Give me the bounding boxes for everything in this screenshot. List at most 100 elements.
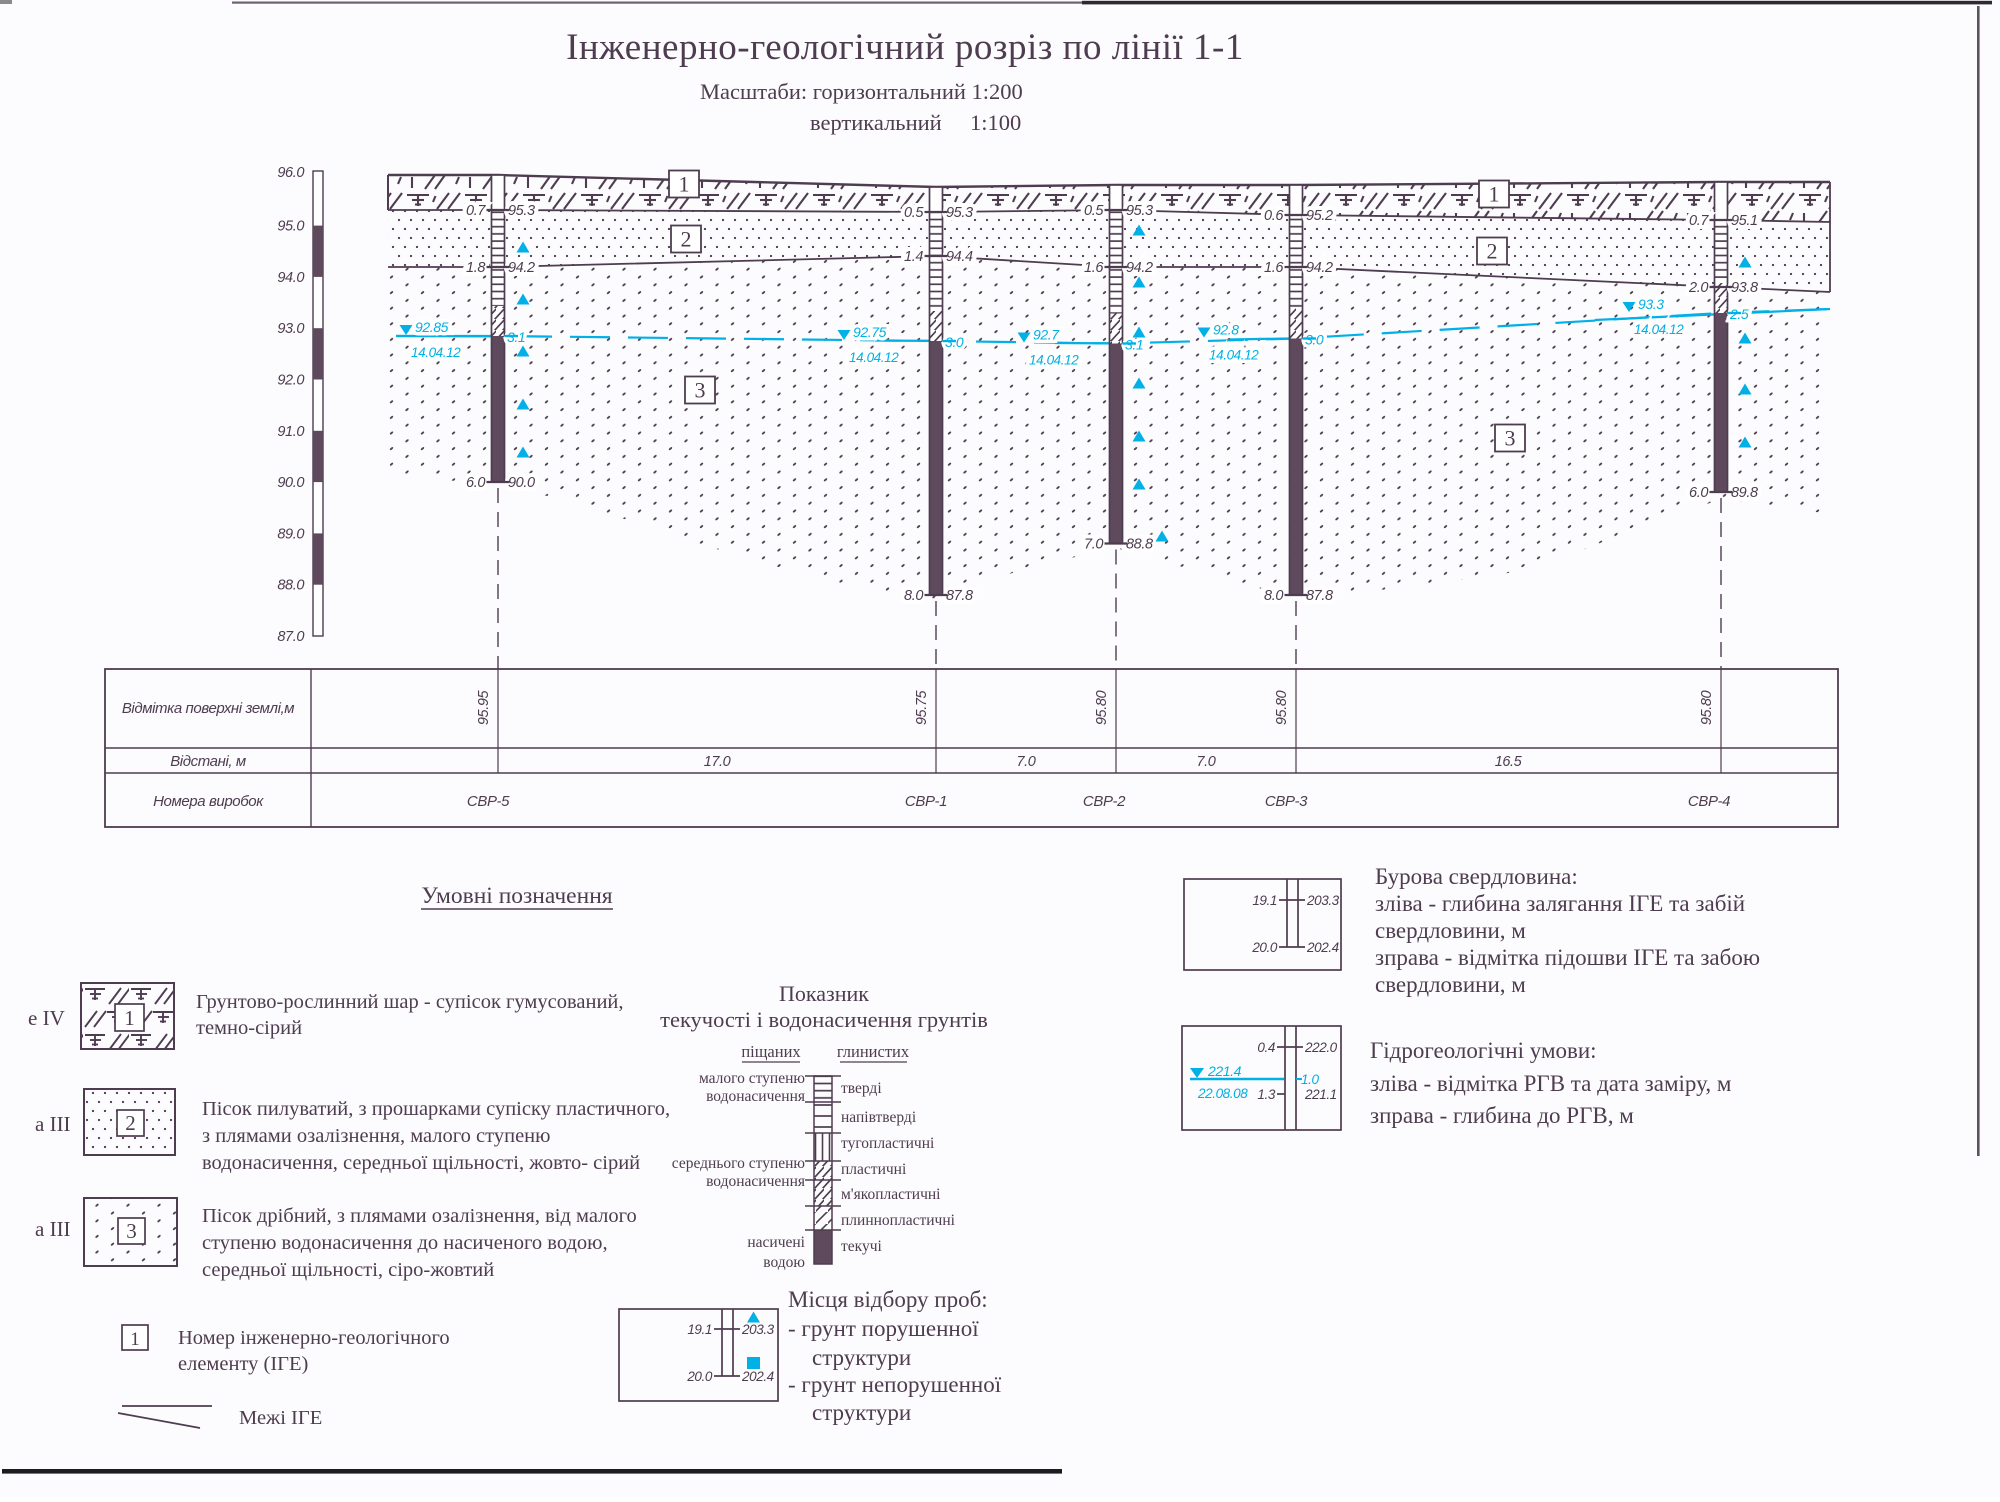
svg-text:піщаних: піщаних [741,1042,801,1061]
svg-text:87.8: 87.8 [1306,588,1333,604]
svg-text:90.0: 90.0 [277,475,304,491]
svg-text:- грунт порушенної: - грунт порушенної [788,1316,979,1341]
svg-text:89.8: 89.8 [1731,485,1758,501]
svg-text:92.8: 92.8 [1213,322,1239,338]
svg-text:92.0: 92.0 [277,373,304,389]
svg-text:СВР-2: СВР-2 [1083,793,1126,810]
svg-text:88.0: 88.0 [277,578,304,594]
svg-text:СВР-5: СВР-5 [467,793,510,810]
svg-text:87.8: 87.8 [946,588,973,604]
svg-text:1.8: 1.8 [466,260,485,276]
svg-text:0.7: 0.7 [1689,213,1709,229]
svg-text:93.8: 93.8 [1731,280,1758,296]
svg-text:зправа - глибина до РГВ, м: зправа - глибина до РГВ, м [1370,1103,1634,1128]
svg-text:Гідрогеологічні умови:: Гідрогеологічні умови: [1370,1038,1597,1063]
svg-text:14.04.12: 14.04.12 [411,345,461,360]
svg-text:насичені: насичені [747,1234,805,1251]
svg-text:95.1: 95.1 [1731,213,1758,229]
svg-text:20.0: 20.0 [686,1369,713,1384]
svg-text:221.1: 221.1 [1304,1087,1337,1102]
svg-text:СВР-1: СВР-1 [905,793,947,810]
svg-text:тверді: тверді [841,1080,882,1097]
svg-text:з плямами озалізнення, малого: з плямами озалізнення, малого ступеню [202,1125,550,1147]
svg-text:структури: структури [812,1345,911,1370]
svg-text:95.3: 95.3 [1126,203,1153,219]
svg-text:95.80: 95.80 [1274,691,1290,726]
svg-text:95.2: 95.2 [1306,208,1333,224]
svg-text:Грунтово-рослинний шар - супіс: Грунтово-рослинний шар - супісок гумусов… [196,991,624,1013]
svg-text:0.4: 0.4 [1257,1040,1275,1055]
svg-text:1: 1 [124,1006,135,1030]
svg-text:88.8: 88.8 [1126,537,1153,553]
svg-text:1.0: 1.0 [1301,1072,1319,1087]
svg-text:Умовні позначення: Умовні позначення [421,883,612,909]
svg-text:темно-сірий: темно-сірий [196,1017,302,1039]
svg-text:а III: а III [35,1112,71,1136]
svg-text:плиннопластичні: плиннопластичні [841,1212,956,1229]
svg-text:1.6: 1.6 [1264,260,1284,276]
svg-text:е IV: е IV [28,1006,65,1030]
svg-text:середньої щільності, сіро-жовт: середньої щільності, сіро-жовтий [202,1259,494,1281]
svg-text:зліва - відмітка РГВ та дата з: зліва - відмітка РГВ та дата заміру, м [1370,1071,1732,1096]
svg-text:тугопластичні: тугопластичні [841,1135,935,1152]
svg-text:95.80: 95.80 [1699,691,1715,726]
svg-text:свердловини, м: свердловини, м [1375,918,1526,943]
svg-text:2: 2 [125,1111,136,1135]
svg-text:1:100: 1:100 [970,110,1021,135]
svg-text:Пісок пилуватий, з прошарками: Пісок пилуватий, з прошарками супіску пл… [202,1098,670,1120]
svg-text:20.0: 20.0 [1251,940,1278,955]
svg-text:19.1: 19.1 [1252,893,1277,908]
svg-text:14.04.12: 14.04.12 [1634,322,1684,337]
svg-text:8.0: 8.0 [1264,588,1283,604]
svg-text:202.4: 202.4 [741,1369,774,1384]
svg-text:6.0: 6.0 [1689,485,1708,501]
svg-text:м'якопластичні: м'якопластичні [841,1186,941,1203]
svg-text:7.0: 7.0 [1197,754,1216,770]
svg-text:3: 3 [695,378,706,403]
svg-text:елементу (ІГЕ): елементу (ІГЕ) [178,1353,308,1375]
svg-text:14.04.12: 14.04.12 [1029,353,1079,368]
svg-text:8.0: 8.0 [904,588,923,604]
svg-text:зправа - відмітка підошви ІГЕ: зправа - відмітка підошви ІГЕ та забою [1375,945,1760,970]
svg-text:водонасичення, середньої щільн: водонасичення, середньої щільності, жовт… [202,1152,640,1174]
svg-text:текучості і водонасичення грун: текучості і водонасичення грунтів [660,1007,988,1032]
svg-text:пластичні: пластичні [841,1161,907,1178]
svg-text:94.2: 94.2 [1306,260,1333,276]
svg-text:2: 2 [1487,239,1498,264]
svg-text:СВР-4: СВР-4 [1688,793,1730,810]
svg-text:14.04.12: 14.04.12 [849,350,899,365]
svg-text:водою: водою [763,1254,805,1271]
svg-text:водонасичення: водонасичення [706,1173,805,1190]
svg-text:напівтверді: напівтверді [841,1109,917,1126]
svg-text:- грунт непорушенної: - грунт непорушенної [788,1372,1002,1397]
svg-text:87.0: 87.0 [277,629,304,645]
svg-text:6.0: 6.0 [466,475,485,491]
svg-text:Місця відбору проб:: Місця відбору проб: [788,1287,988,1312]
svg-text:7.0: 7.0 [1084,537,1103,553]
svg-text:221.4: 221.4 [1207,1063,1242,1079]
svg-text:89.0: 89.0 [277,526,304,542]
svg-text:структури: структури [812,1400,911,1425]
svg-text:92.7: 92.7 [1033,327,1060,343]
svg-text:Масштаби: горизонтальний 1:200: Масштаби: горизонтальний 1:200 [700,79,1023,104]
svg-text:17.0: 17.0 [704,754,731,770]
svg-text:0.6: 0.6 [1264,208,1284,224]
svg-text:222.0: 222.0 [1304,1040,1338,1055]
svg-text:92.85: 92.85 [415,319,449,335]
svg-text:94.0: 94.0 [277,270,304,286]
svg-text:середнього ступеню: середнього ступеню [672,1155,805,1172]
svg-text:1.4: 1.4 [904,249,923,265]
svg-text:93.3: 93.3 [1638,296,1664,312]
svg-text:Межі ІГЕ: Межі ІГЕ [239,1407,322,1429]
svg-text:зліва - глибина залягання ІГЕ: зліва - глибина залягання ІГЕ та забій [1375,891,1745,916]
svg-text:ступеню водонасичення до насич: ступеню водонасичення до насиченого водо… [202,1232,608,1254]
svg-text:0.5: 0.5 [904,205,924,221]
svg-text:93.0: 93.0 [277,321,304,337]
svg-text:94.2: 94.2 [1126,260,1153,276]
svg-text:2: 2 [681,227,692,252]
svg-text:92.75: 92.75 [853,324,887,340]
svg-text:96.0: 96.0 [277,165,304,181]
svg-text:7.0: 7.0 [1017,754,1036,770]
svg-text:1: 1 [130,1329,140,1350]
svg-text:95.80: 95.80 [1094,691,1110,726]
